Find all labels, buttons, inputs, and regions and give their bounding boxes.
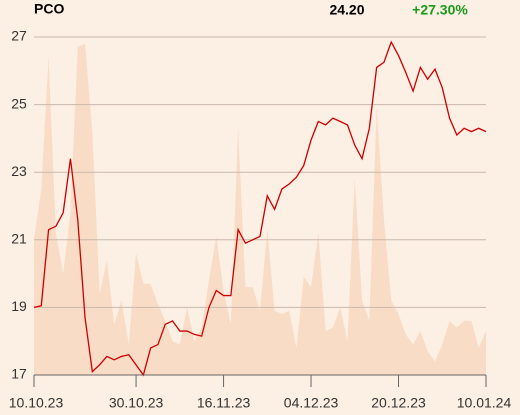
price-change: +27.30% — [412, 2, 468, 18]
x-tick-label: 10.10.23 — [9, 395, 64, 411]
x-tick-label: 20.12.23 — [371, 395, 426, 411]
y-tick-label: 25 — [11, 95, 27, 111]
y-tick-label: 27 — [11, 28, 27, 44]
x-tick-label: 30.10.23 — [109, 395, 164, 411]
last-price: 24.20 — [329, 2, 364, 18]
y-tick-label: 17 — [11, 366, 27, 382]
x-tick-label: 04.12.23 — [284, 395, 339, 411]
y-tick-label: 21 — [11, 231, 27, 247]
volume-area — [34, 43, 486, 375]
ticker: PCO — [34, 1, 64, 17]
x-tick-label: 16.11.23 — [197, 395, 251, 411]
price-line — [33, 40, 487, 377]
y-tick-label: 23 — [11, 163, 27, 179]
x-tick-label: 10.01.24 — [457, 395, 512, 411]
y-tick-label: 19 — [11, 298, 27, 314]
